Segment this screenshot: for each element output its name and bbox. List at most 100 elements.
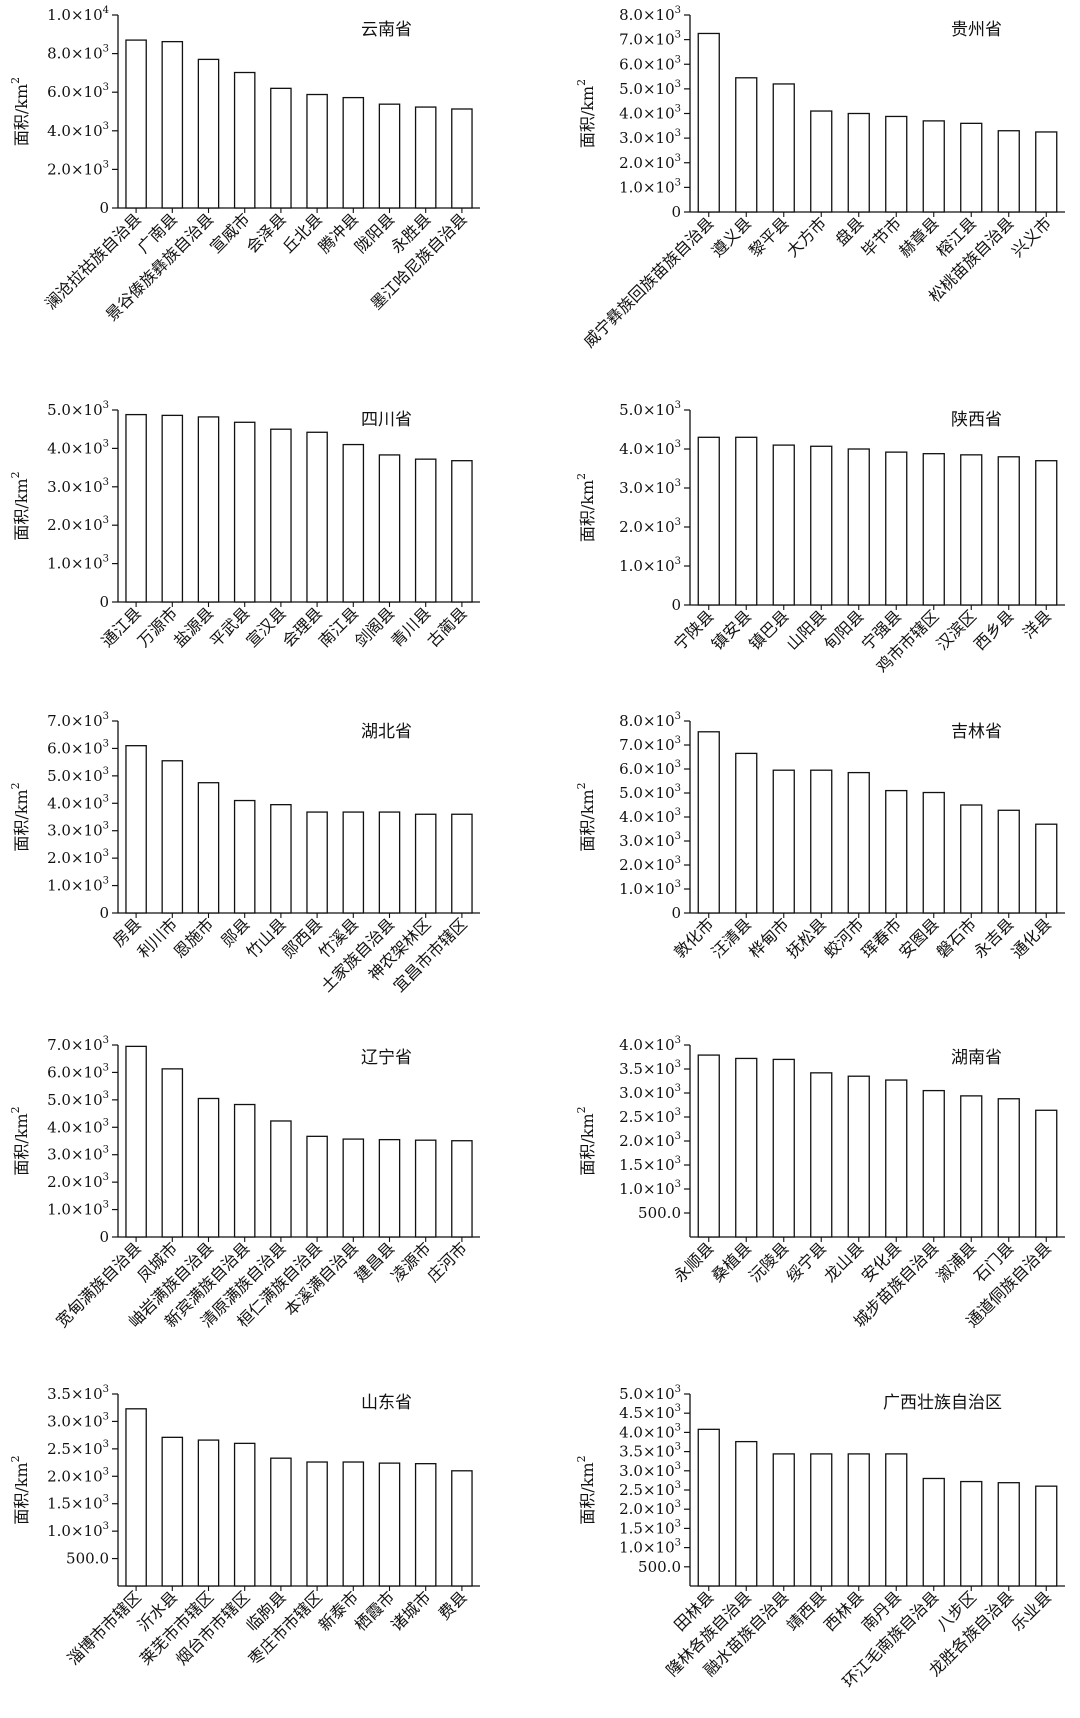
- y-axis-label: 面积/km2: [9, 77, 31, 146]
- y-tick-label: 4.0×103: [47, 1117, 109, 1136]
- bar: [922, 1089, 945, 1238]
- category-label: 旬阳县: [820, 606, 867, 653]
- bar: [960, 804, 983, 914]
- y-tick-label: 7.0×103: [47, 711, 109, 730]
- y-tick-label: 4.0×103: [619, 1422, 681, 1441]
- category-label: 威宁彝族回族苗族自治县: [580, 213, 718, 351]
- bar: [125, 39, 147, 209]
- y-tick-label: 2.0×103: [619, 1499, 681, 1518]
- chart-panel-4: 0 1.0×103 2.0×103 3.0×103 4.0×103 5.0×103 6.0×…: [9, 711, 480, 996]
- bar: [306, 93, 328, 209]
- y-tick-label: 5.0×103: [619, 79, 681, 98]
- chart-panel-3: 0 1.0×103 2.0×103 3.0×103 4.0×103 5.0×103 面积/k…: [575, 400, 1065, 676]
- category-label: 汪清县: [708, 914, 755, 961]
- category-label: 南江县: [315, 603, 362, 650]
- category-label: 平武县: [206, 603, 253, 650]
- y-tick-label: 1.0×103: [47, 1521, 109, 1540]
- category-label: 赫章县: [895, 213, 942, 260]
- bar: [735, 77, 758, 213]
- chart-title: 辽宁省: [361, 1048, 412, 1068]
- chart-panel-0: 0 2.0×103 4.0×103 6.0×103 8.0×103 1.0×104 面积/k…: [9, 5, 480, 325]
- bar: [414, 1139, 437, 1238]
- bar: [414, 458, 437, 603]
- chart-panel-5: 0 1.0×103 2.0×103 3.0×103 4.0×103 5.0×103 6.0×…: [575, 711, 1065, 962]
- category-label: 永顺县: [670, 1238, 717, 1285]
- y-tick-label: 6.0×103: [619, 54, 681, 73]
- y-tick-label: 3.5×103: [619, 1442, 681, 1461]
- y-tick-label: 1.0×104: [47, 5, 109, 24]
- category-label: 绥宁县: [783, 1238, 830, 1285]
- y-tick-label: 2.0×103: [619, 517, 681, 536]
- y-tick-label: 1.0×103: [619, 1538, 681, 1557]
- y-tick-label: 2.5×103: [619, 1107, 681, 1126]
- bar: [342, 811, 365, 914]
- y-tick-label: 0: [99, 904, 109, 922]
- chart-panel-2: 0 1.0×103 2.0×103 3.0×103 4.0×103 5.0×103 面积/k…: [9, 400, 480, 651]
- category-label: 珲春市: [858, 914, 905, 961]
- y-axis-label: 面积/km2: [575, 1455, 597, 1524]
- category-label: 磐石市: [933, 914, 980, 961]
- category-label: 永吉县: [970, 914, 1017, 961]
- bar: [1035, 131, 1058, 213]
- bar: [306, 811, 328, 914]
- y-tick-label: 2.0×103: [47, 159, 109, 178]
- bar: [810, 769, 833, 914]
- chart-title: 湖南省: [951, 1048, 1002, 1068]
- category-label: 竹山县: [242, 914, 289, 961]
- y-tick-label: 4.0×103: [619, 104, 681, 123]
- bar: [922, 791, 945, 914]
- y-tick-label: 2.5×103: [619, 1480, 681, 1499]
- y-tick-label: 0: [671, 904, 681, 922]
- category-label: 陇阳县: [351, 209, 398, 256]
- bar: [997, 130, 1020, 213]
- y-axis-label: 面积/km2: [575, 473, 597, 542]
- bar: [1035, 823, 1058, 914]
- bar: [414, 813, 437, 914]
- category-label: 万源市: [134, 603, 181, 650]
- bar: [885, 1453, 908, 1587]
- bar: [197, 1439, 220, 1587]
- y-tick-label: 500.0: [638, 1204, 681, 1222]
- y-tick-label: 4.0×103: [619, 1035, 681, 1054]
- chart-panel-1: 0 1.0×103 2.0×103 3.0×103 4.0×103 5.0×103 6.0×…: [575, 5, 1065, 351]
- y-tick-label: 1.0×103: [619, 177, 681, 196]
- y-tick-label: 500.0: [66, 1550, 109, 1568]
- bar: [125, 1045, 147, 1238]
- y-tick-label: 1.0×103: [619, 1179, 681, 1198]
- chart-title: 湖北省: [361, 722, 412, 742]
- bar: [847, 448, 870, 606]
- bar: [1035, 460, 1058, 606]
- bar: [697, 1054, 720, 1238]
- category-label: 兴义市: [1008, 213, 1055, 260]
- bar: [697, 731, 720, 914]
- y-tick-label: 5.0×103: [619, 400, 681, 419]
- category-label: 桦甸市: [745, 914, 792, 961]
- y-tick-label: 8.0×103: [47, 44, 109, 63]
- y-tick-label: 1.5×103: [619, 1518, 681, 1537]
- chart-panel-6: 0 1.0×103 2.0×103 3.0×103 4.0×103 5.0×103 6.0×…: [9, 1035, 480, 1331]
- chart-panel-7: 500.0 1.0×103 1.5×103 2.0×103 2.5×103 3.0×103…: [575, 1035, 1065, 1331]
- y-axis-label: 面积/km2: [9, 471, 31, 540]
- bar: [342, 96, 365, 209]
- y-tick-label: 500.0: [638, 1558, 681, 1576]
- category-label: 镇巴县: [745, 606, 792, 653]
- bar: [306, 1461, 328, 1587]
- category-label: 淄博市市辖区: [64, 1587, 145, 1668]
- y-tick-label: 2.0×103: [47, 848, 109, 867]
- category-label: 郧西县: [279, 914, 326, 961]
- y-tick-label: 4.5×103: [619, 1403, 681, 1422]
- category-label: 汉滨区: [933, 606, 980, 653]
- y-tick-label: 4.0×103: [619, 807, 681, 826]
- y-tick-label: 2.0×103: [47, 1466, 109, 1485]
- bar: [125, 1408, 147, 1587]
- chart-panel-8: 500.0 1.0×103 1.5×103 2.0×103 2.5×103 3.0×103…: [9, 1384, 480, 1669]
- y-tick-label: 4.0×103: [47, 121, 109, 140]
- y-tick-label: 5.0×103: [619, 1384, 681, 1403]
- bar: [233, 1103, 256, 1238]
- bar: [161, 1068, 184, 1238]
- chart-title: 广西壮族自治区: [883, 1393, 1002, 1413]
- category-label: 宣威市: [206, 209, 253, 256]
- bar: [772, 83, 795, 213]
- bar: [161, 1436, 184, 1587]
